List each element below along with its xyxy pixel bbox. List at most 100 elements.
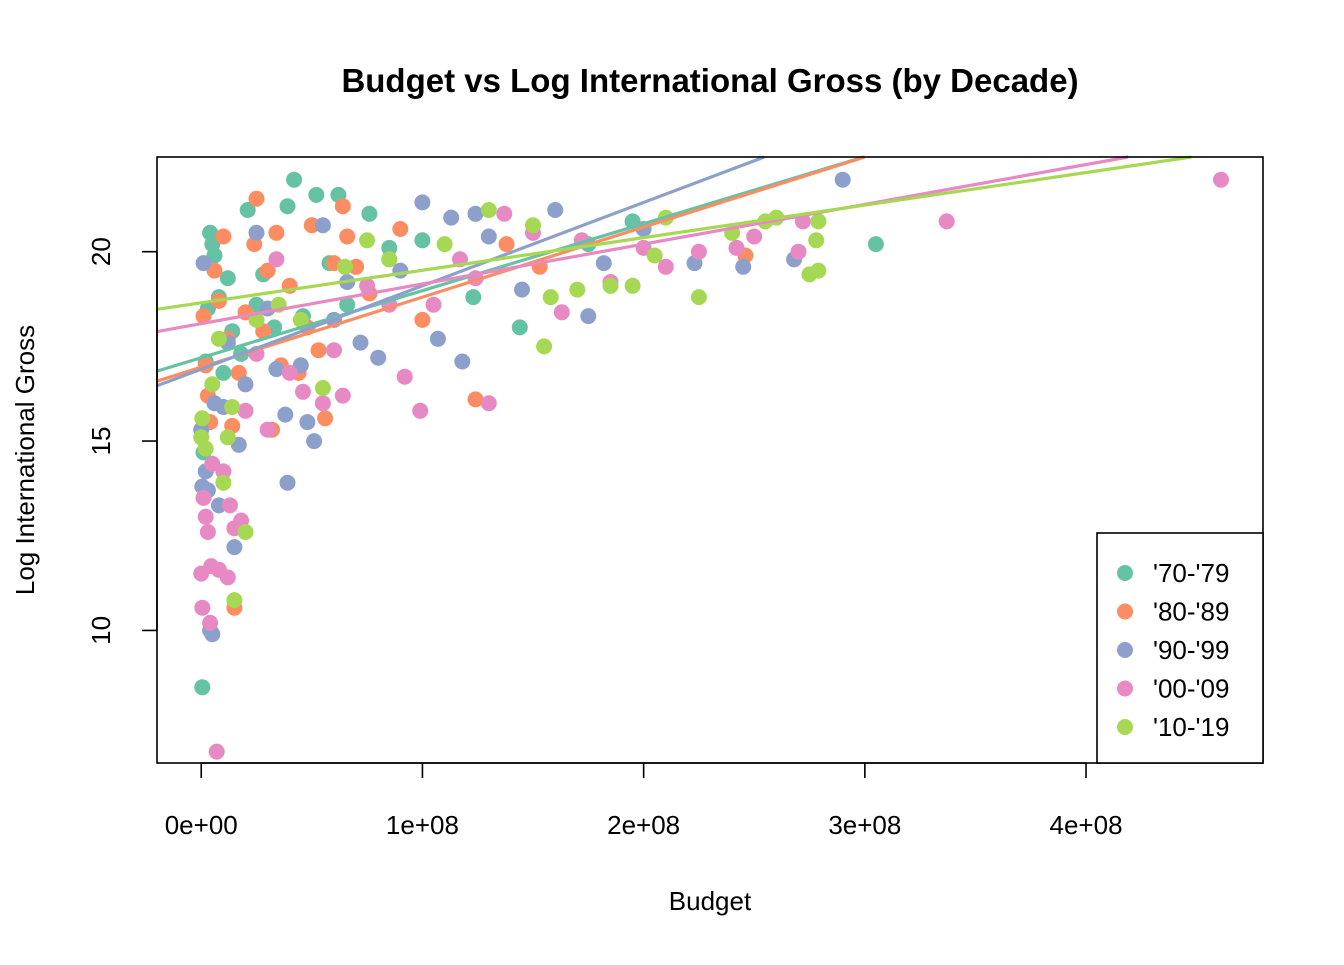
legend-label: '90-'99 [1153, 635, 1229, 665]
data-point [208, 743, 225, 760]
data-point [326, 342, 342, 359]
data-point [735, 258, 752, 275]
data-point [281, 364, 298, 381]
y-tick-label: 10 [86, 616, 116, 645]
series-1-points [195, 190, 754, 616]
fit-lines-layer [156, 155, 1192, 388]
data-point [498, 236, 515, 253]
data-point [352, 334, 369, 351]
data-point [867, 236, 884, 253]
data-point [690, 243, 707, 260]
series-0-fit-line [156, 155, 865, 373]
data-point [215, 228, 232, 245]
data-point [237, 376, 254, 393]
data-point [392, 221, 409, 237]
legend-marker [1117, 642, 1133, 658]
points-layer [193, 171, 1229, 760]
data-point [308, 186, 325, 203]
legend-label: '80-'89 [1153, 597, 1229, 627]
y-tick-label: 20 [86, 237, 116, 266]
data-point [314, 395, 331, 412]
data-point [224, 399, 241, 415]
data-point [259, 421, 276, 438]
data-point [219, 270, 236, 287]
legend-item: '00-'09 [1117, 674, 1229, 704]
data-point [381, 239, 398, 256]
data-point [303, 217, 320, 234]
data-point [310, 342, 327, 359]
data-point [728, 239, 745, 256]
data-point [657, 258, 674, 275]
legend-marker [1117, 565, 1133, 581]
legend-item: '70-'79 [1117, 558, 1229, 588]
data-point [195, 489, 212, 506]
data-point [339, 296, 356, 313]
data-point [194, 410, 211, 427]
data-point [268, 224, 285, 241]
data-point [443, 209, 460, 226]
legend-item: '80-'89 [1117, 597, 1229, 627]
legend-item: '10-'19 [1117, 712, 1229, 742]
data-point [602, 277, 619, 294]
data-point [834, 171, 851, 188]
data-point [429, 330, 446, 347]
data-point [286, 171, 303, 188]
data-point [553, 304, 570, 321]
series-4-fit-line [156, 155, 1192, 311]
legend: '70-'79 '80-'89 '90-'99 '00-'09 '10-'19 [1096, 532, 1264, 764]
legend-label: '00-'09 [1153, 674, 1229, 704]
data-point [525, 217, 541, 234]
legend-label: '70-'79 [1153, 558, 1229, 588]
data-point [199, 524, 216, 540]
data-point [306, 433, 323, 450]
data-point [359, 232, 376, 249]
chart-title: Budget vs Log International Gross (by De… [341, 62, 1078, 99]
data-point [334, 387, 351, 404]
data-point [195, 308, 212, 325]
data-point [222, 497, 238, 514]
data-point [348, 258, 365, 275]
data-point [412, 402, 429, 419]
data-point [194, 599, 211, 616]
data-point [337, 258, 353, 275]
data-point [370, 349, 387, 366]
data-point [414, 194, 431, 211]
data-point [215, 364, 232, 381]
data-point [436, 236, 453, 253]
series-2-fit-line [156, 155, 765, 388]
data-point [292, 311, 309, 328]
data-point [226, 539, 243, 556]
data-point [226, 592, 243, 609]
data-point [569, 281, 586, 298]
x-tick-label: 4e+08 [1050, 810, 1123, 840]
data-point [204, 376, 221, 393]
data-point [595, 255, 612, 272]
data-point [314, 217, 331, 234]
x-tick-label: 0e+00 [165, 810, 238, 840]
legend-marker [1117, 719, 1133, 735]
data-point [746, 228, 763, 245]
data-point [514, 281, 530, 298]
data-point [361, 205, 378, 222]
data-point [197, 440, 214, 457]
data-point [547, 202, 564, 218]
series-0-points [194, 171, 884, 696]
data-point [277, 406, 294, 423]
data-point [239, 202, 256, 218]
legend-marker [1117, 603, 1133, 620]
data-point [219, 429, 236, 446]
data-point [215, 474, 232, 491]
data-point [195, 255, 212, 272]
x-axis: 0e+00 1e+08 2e+08 3e+08 4e+08 [165, 762, 1123, 840]
y-axis-label: Log International Gross [10, 325, 40, 595]
data-point [215, 463, 232, 480]
data-point [480, 202, 497, 218]
legend-marker [1117, 680, 1133, 697]
data-point [511, 319, 528, 336]
legend-label: '10-'19 [1153, 712, 1229, 742]
data-point [810, 262, 827, 279]
data-point [210, 497, 227, 514]
data-point [197, 508, 214, 525]
